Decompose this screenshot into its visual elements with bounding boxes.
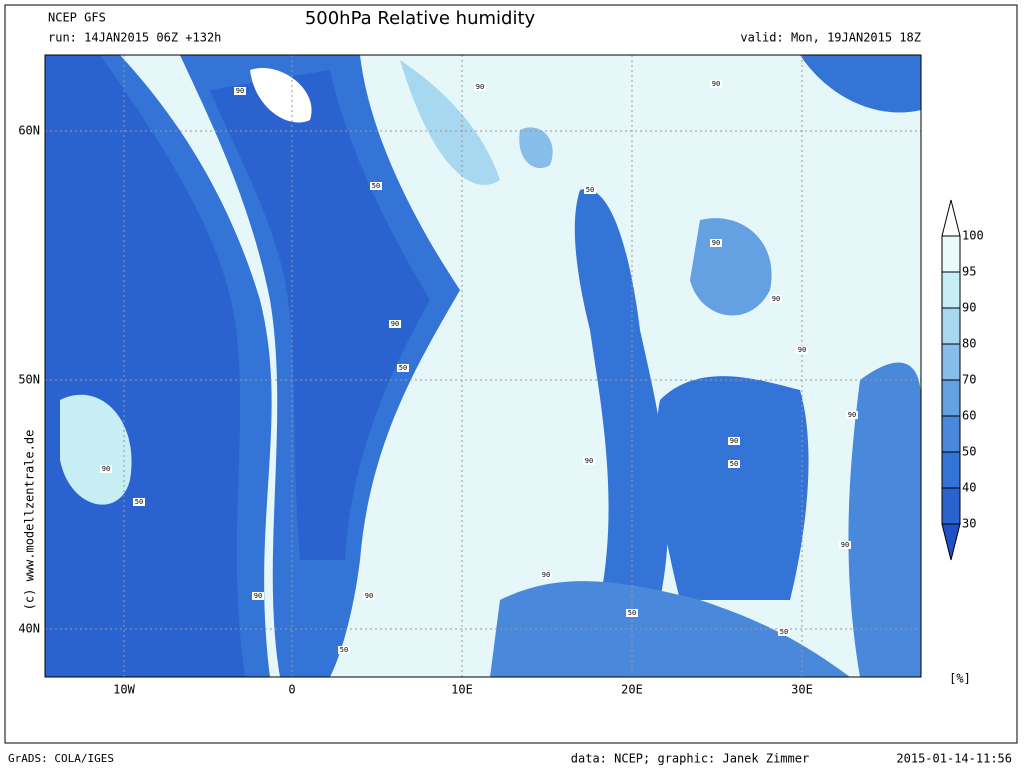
- contour-label: 50: [372, 182, 380, 190]
- contour-label: 90: [712, 239, 720, 247]
- model-label: NCEP GFS: [48, 11, 106, 25]
- colorbar-label: 90: [962, 301, 976, 315]
- colorbar-label: 95: [962, 265, 976, 279]
- contour-label: 90: [798, 346, 806, 354]
- copyright: (c) www.modellzentrale.de: [23, 430, 37, 611]
- contour-label: 90: [102, 465, 110, 473]
- contour-label: 90: [254, 592, 262, 600]
- contour-label-bg: [389, 320, 401, 328]
- contour-label-bg: [100, 465, 112, 473]
- footer-center: data: NCEP; graphic: Janek Zimmer: [571, 752, 809, 766]
- contour-label: 50: [780, 628, 788, 636]
- colorbar-segment: [941, 235, 961, 273]
- contour-label: 50: [628, 609, 636, 617]
- contour-label: 90: [476, 83, 484, 91]
- contour-label-bg: [710, 239, 722, 247]
- contour-label-bg: [770, 295, 782, 303]
- colorbar-top: [941, 199, 961, 237]
- contour-label: 90: [585, 457, 593, 465]
- contour-label: 90: [712, 80, 720, 88]
- contour-label-bg: [846, 411, 858, 419]
- contour-label: 90: [730, 437, 738, 445]
- colorbar-segment: [941, 415, 961, 453]
- colorbar-segment: [941, 379, 961, 417]
- contour-label-bg: [474, 83, 486, 91]
- contour-label-bg: [338, 646, 350, 654]
- title: 500hPa Relative humidity: [305, 8, 536, 29]
- colorbar-segment: [941, 307, 961, 345]
- contour-label-bg: [540, 571, 552, 579]
- colorbar-segment: [941, 271, 961, 309]
- colorbar-label: 80: [962, 337, 976, 351]
- colorbar-label: 70: [962, 373, 976, 387]
- contour-label-bg: [839, 541, 851, 549]
- contour-label-bg: [133, 498, 145, 506]
- map-frame: [44, 54, 922, 678]
- lon-label: 10E: [451, 683, 473, 697]
- colorbar-bottom: [941, 523, 961, 561]
- run-label: run: 14JAN2015 06Z +132h: [48, 31, 221, 45]
- contour-label: 90: [848, 411, 856, 419]
- lon-label: 10W: [113, 683, 135, 697]
- contour-label-bg: [728, 437, 740, 445]
- colorbar-label: 60: [962, 409, 976, 423]
- contour-label-bg: [796, 346, 808, 354]
- contour-label-bg: [728, 460, 740, 468]
- lat-label: 40N: [18, 622, 40, 636]
- contour-label: 50: [340, 646, 348, 654]
- map: 90 90 90 50 50 90 90 90 90 50 90 90 50 90 90 50 90 90 90 90…: [45, 55, 921, 677]
- colorbar-segment: [941, 487, 961, 525]
- colorbar-label: 30: [962, 517, 976, 531]
- contour-label: 90: [841, 541, 849, 549]
- contour-label-bg: [710, 80, 722, 88]
- valid-label: valid: Mon, 19JAN2015 18Z: [740, 31, 921, 45]
- contour-label-bg: [363, 592, 375, 600]
- contour-label: 90: [772, 295, 780, 303]
- contour-label: 50: [135, 498, 143, 506]
- outer-frame: [4, 4, 1018, 744]
- contour-label-bg: [778, 628, 790, 636]
- contour-label-bg: [397, 364, 409, 372]
- colorbar-segment: [941, 451, 961, 489]
- contour-label-bg: [583, 457, 595, 465]
- lat-label: 60N: [18, 124, 40, 138]
- footer-right: 2015-01-14-11:56: [896, 752, 1012, 766]
- colorbar-unit: [%]: [949, 672, 971, 686]
- footer-left: GrADS: COLA/IGES: [8, 752, 114, 765]
- contour-label-bg: [234, 87, 246, 95]
- contour-label-bg: [584, 186, 596, 194]
- contour-label-bg: [370, 182, 382, 190]
- contour-label: 90: [542, 571, 550, 579]
- contour-label-bg: [252, 592, 264, 600]
- lon-label: 30E: [791, 683, 813, 697]
- colorbar-label: 100: [962, 229, 984, 243]
- contour-label: 50: [399, 364, 407, 372]
- lon-label: 20E: [621, 683, 643, 697]
- colorbar-label: 40: [962, 481, 976, 495]
- contour-label: 50: [730, 460, 738, 468]
- contour-label-bg: [626, 609, 638, 617]
- contour-label: 90: [236, 87, 244, 95]
- lon-label: 0: [288, 683, 295, 697]
- contour-label: 90: [391, 320, 399, 328]
- colorbar-label: 50: [962, 445, 976, 459]
- contour-label: 50: [586, 186, 594, 194]
- colorbar-segment: [941, 343, 961, 381]
- lat-label: 50N: [18, 373, 40, 387]
- contour-label: 90: [365, 592, 373, 600]
